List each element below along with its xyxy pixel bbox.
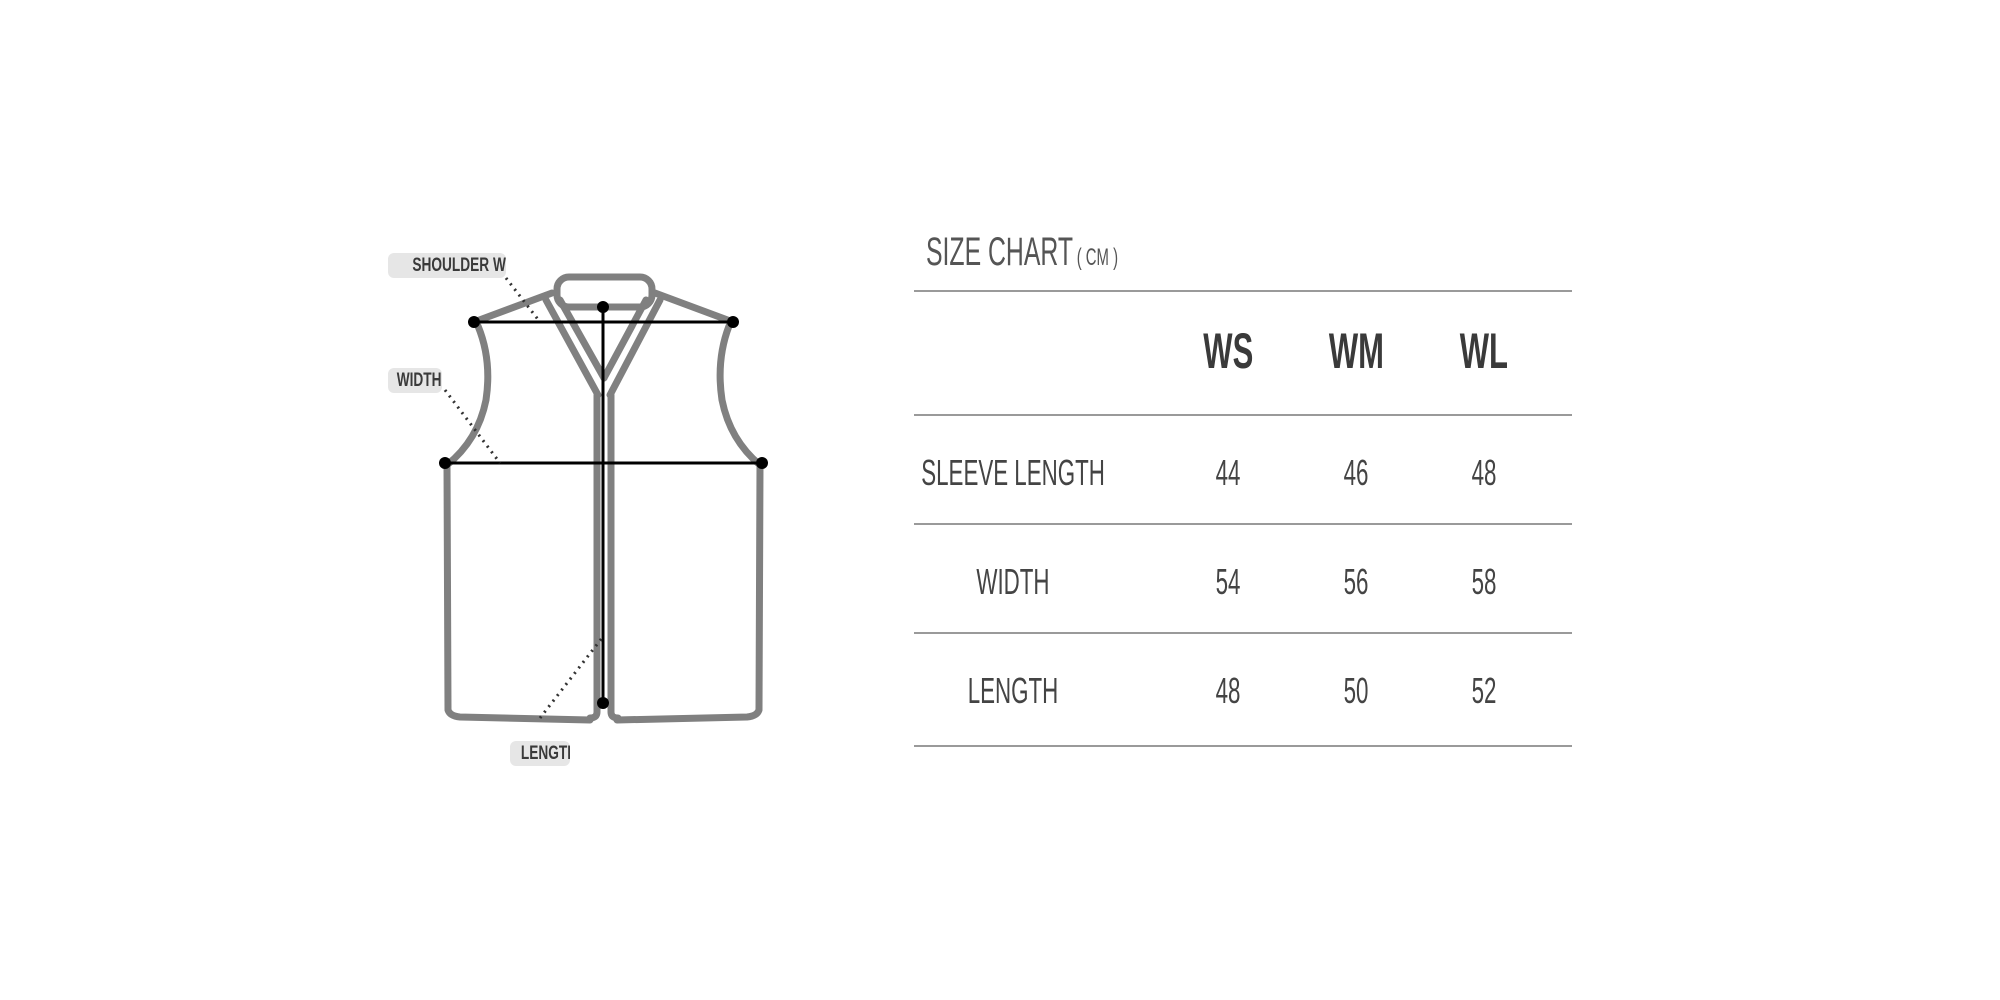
leader-lines xyxy=(443,277,604,719)
title-text: SIZE CHART xyxy=(926,230,1073,274)
divider xyxy=(914,290,1572,292)
unit-text: ( CM ) xyxy=(1076,244,1119,271)
cell-value: 58 xyxy=(1471,561,1497,602)
cell-value: 48 xyxy=(1215,670,1241,711)
divider xyxy=(914,414,1572,416)
length-label: LENGTH xyxy=(510,741,570,766)
size-chart-title: SIZE CHART( CM ) xyxy=(926,230,1236,275)
column-header-ws: WS xyxy=(1203,323,1253,379)
measure-lines xyxy=(445,307,762,703)
divider xyxy=(914,523,1572,525)
divider xyxy=(914,632,1572,634)
cell-value: 54 xyxy=(1215,561,1241,602)
shoulder-width-label: SHOULDER WIDTH xyxy=(388,253,506,278)
cell-value: 46 xyxy=(1343,452,1369,493)
column-header-wl: WL xyxy=(1459,323,1509,379)
cell-value: 52 xyxy=(1471,670,1497,711)
cell-value: 56 xyxy=(1343,561,1369,602)
row-label: SLEEVE LENGTH xyxy=(921,452,1105,493)
cell-value: 50 xyxy=(1343,670,1369,711)
measure-points xyxy=(439,301,768,709)
vest-outline xyxy=(443,273,764,724)
width-label: WIDTH xyxy=(388,368,442,393)
row-label: WIDTH xyxy=(976,561,1050,602)
cell-value: 48 xyxy=(1471,452,1497,493)
row-label: LENGTH xyxy=(967,670,1059,711)
cell-value: 44 xyxy=(1215,452,1241,493)
column-header-wm: WM xyxy=(1328,323,1384,379)
divider xyxy=(914,745,1572,747)
